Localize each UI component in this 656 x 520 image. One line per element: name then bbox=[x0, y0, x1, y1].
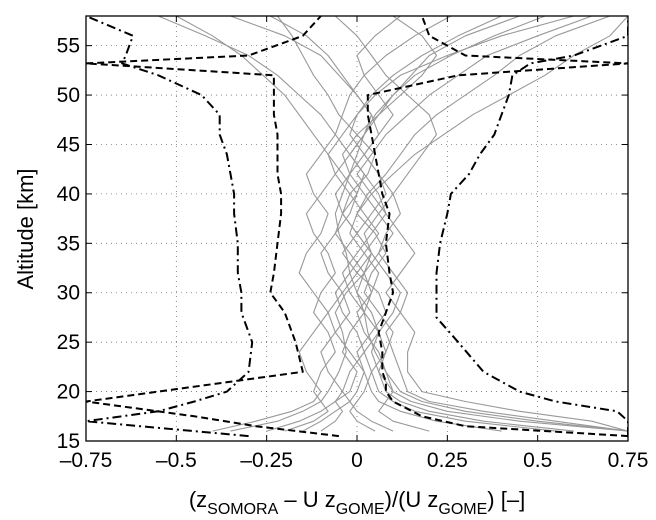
x-label-subscript: GOME bbox=[438, 501, 487, 518]
x-tick-label-3: 0 bbox=[351, 449, 363, 472]
y-tick-label-4: 35 bbox=[57, 232, 80, 255]
y-tick-label-8: 55 bbox=[57, 35, 80, 58]
profile-line-14 bbox=[341, 16, 556, 432]
profile-line-7 bbox=[327, 16, 502, 432]
x-tick-label-5: 0.5 bbox=[523, 449, 552, 472]
x-tick-label-4: 0.25 bbox=[427, 449, 468, 472]
x-tick-label-2: –0.25 bbox=[240, 449, 293, 472]
x-label-text: ) [–] bbox=[487, 487, 525, 512]
statistic-line-1 bbox=[86, 16, 340, 438]
x-label-text: – U z bbox=[278, 487, 335, 512]
plot-background bbox=[86, 16, 628, 441]
y-tick-label-6: 45 bbox=[57, 133, 80, 156]
statistic-line-3 bbox=[86, 16, 254, 438]
profile-line-9 bbox=[320, 16, 452, 432]
y-tick-label-5: 40 bbox=[57, 183, 80, 206]
y-tick-label-0: 15 bbox=[57, 430, 80, 453]
x-tick-label-1: –0.5 bbox=[156, 449, 197, 472]
statistics-lines bbox=[86, 16, 628, 438]
x-tick-label-0: –0.75 bbox=[60, 449, 113, 472]
x-tick-label-6: 0.75 bbox=[608, 449, 649, 472]
x-tick-labels: –0.75 –0.5 –0.25 0 0.25 0.5 0.75 bbox=[60, 449, 649, 472]
x-label-text: )/(U z bbox=[385, 487, 439, 512]
y-axis-label: Altitude [km] bbox=[13, 168, 38, 289]
x-axis-label: (zSOMORA – U zGOME)/(U zGOME) [–] bbox=[189, 487, 525, 518]
profile-line-8 bbox=[356, 16, 628, 432]
x-label-subscript: SOMORA bbox=[207, 501, 278, 518]
x-label-subscript: GOME bbox=[336, 501, 385, 518]
y-tick-label-3: 30 bbox=[57, 282, 80, 305]
y-tick-label-7: 50 bbox=[57, 84, 80, 107]
profile-line-2 bbox=[356, 16, 611, 432]
axis-ticks bbox=[85, 16, 629, 442]
y-tick-label-2: 25 bbox=[57, 331, 80, 354]
profile-line-12 bbox=[349, 16, 628, 432]
statistic-line-2 bbox=[435, 16, 628, 437]
individual-profiles bbox=[158, 16, 628, 432]
x-label-text: (z bbox=[189, 487, 207, 512]
y-tick-labels: 15 20 25 30 35 40 45 50 55 bbox=[57, 35, 80, 453]
profile-line-5 bbox=[158, 16, 336, 432]
profile-line-6 bbox=[341, 16, 502, 432]
y-tick-label-1: 20 bbox=[57, 381, 80, 404]
profile-line-15 bbox=[270, 16, 380, 432]
profile-line-11 bbox=[176, 16, 358, 432]
